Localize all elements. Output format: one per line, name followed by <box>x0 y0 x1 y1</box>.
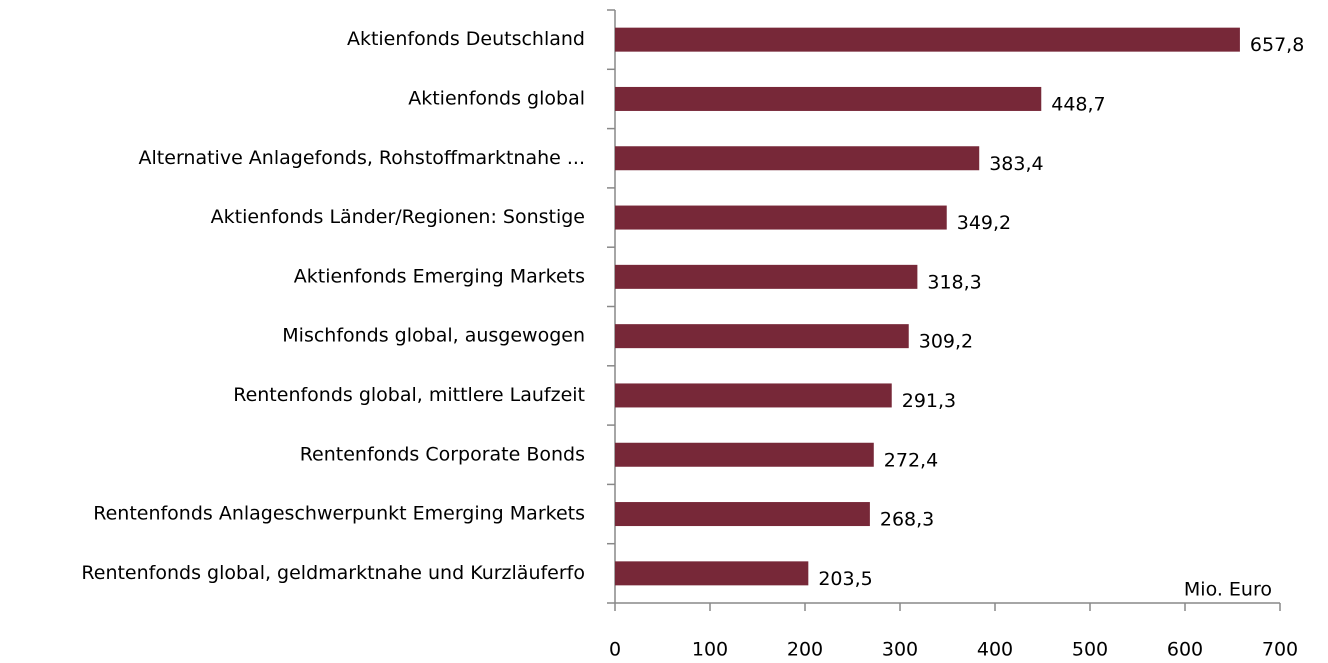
data-label: 291,3 <box>902 390 956 412</box>
bar <box>615 324 909 349</box>
category-label: Alternative Anlagefonds, Rohstoffmarktna… <box>139 147 585 169</box>
category-label: Aktienfonds Deutschland <box>347 28 585 50</box>
bar <box>615 205 947 230</box>
bar <box>615 146 980 171</box>
x-tick-label: 700 <box>1262 639 1298 661</box>
data-label: 657,8 <box>1250 34 1304 56</box>
x-tick-label: 600 <box>1167 639 1203 661</box>
data-label: 349,2 <box>957 212 1011 234</box>
x-tick-label: 500 <box>1072 639 1108 661</box>
category-label: Aktienfonds Emerging Markets <box>294 265 585 287</box>
bar <box>615 442 874 467</box>
category-label: Rentenfonds global, mittlere Laufzeit <box>233 384 585 406</box>
category-label: Aktienfonds Länder/Regionen: Sonstige <box>211 206 585 228</box>
data-label: 448,7 <box>1051 93 1105 115</box>
x-tick-label: 200 <box>787 639 823 661</box>
x-tick-label: 400 <box>977 639 1013 661</box>
x-tick-label: 100 <box>692 639 728 661</box>
bar <box>615 27 1240 52</box>
data-label: 203,5 <box>818 568 872 590</box>
bar <box>615 264 918 289</box>
axis-unit: Mio. Euro <box>1184 579 1272 601</box>
x-tick-label: 300 <box>882 639 918 661</box>
category-label: Rentenfonds Corporate Bonds <box>300 443 585 465</box>
bar <box>615 502 870 527</box>
data-label: 268,3 <box>880 509 934 531</box>
data-label: 309,2 <box>919 331 973 353</box>
data-label: 383,4 <box>989 153 1043 175</box>
data-label: 272,4 <box>884 449 938 471</box>
category-label: Aktienfonds global <box>408 87 585 109</box>
bar <box>615 383 892 408</box>
bar <box>615 561 809 586</box>
category-label: Rentenfonds Anlageschwerpunkt Emerging M… <box>93 503 585 525</box>
category-label: Rentenfonds global, geldmarktnahe und Ku… <box>81 562 585 584</box>
category-label: Mischfonds global, ausgewogen <box>282 325 585 347</box>
x-tick-label: 0 <box>609 639 621 661</box>
data-label: 318,3 <box>927 271 981 293</box>
bar <box>615 86 1042 111</box>
